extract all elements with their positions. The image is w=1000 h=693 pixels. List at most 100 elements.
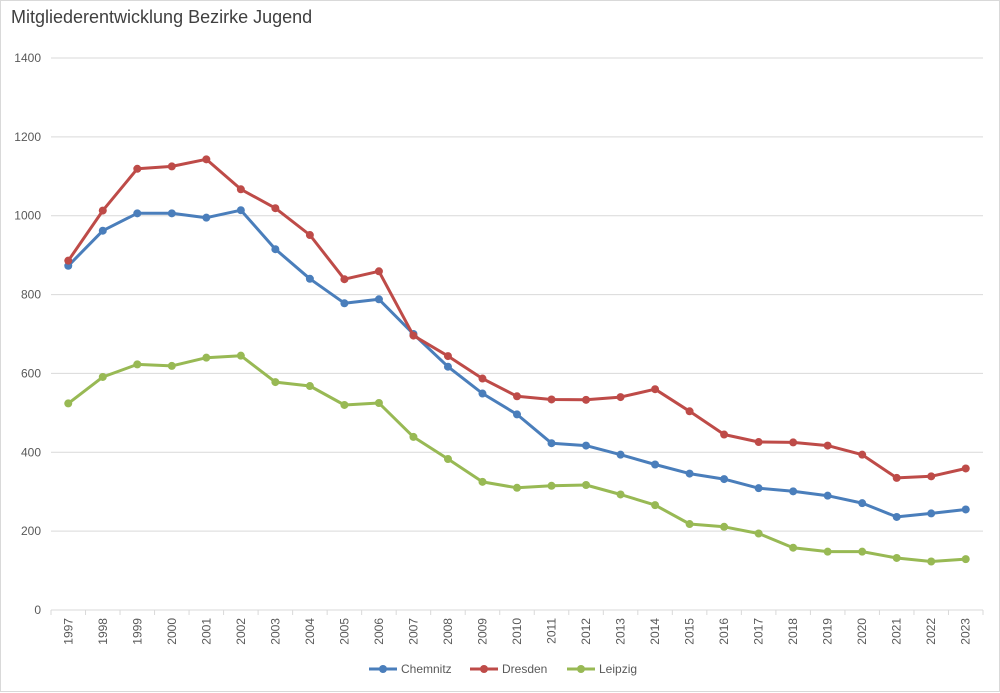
x-tick-label: 2015 bbox=[683, 618, 697, 645]
data-point bbox=[685, 520, 694, 529]
data-point bbox=[374, 267, 383, 276]
data-point bbox=[271, 204, 280, 213]
legend-item-leipzig: Leipzig bbox=[567, 662, 637, 676]
data-point bbox=[720, 430, 729, 439]
data-point bbox=[374, 399, 383, 407]
data-point bbox=[443, 454, 452, 463]
data-point bbox=[582, 395, 591, 404]
data-point bbox=[789, 487, 798, 496]
x-tick-label: 2007 bbox=[406, 618, 420, 645]
x-tick-label: 2003 bbox=[268, 618, 282, 645]
data-point bbox=[616, 393, 625, 402]
data-point bbox=[823, 441, 832, 450]
data-point bbox=[547, 395, 556, 404]
data-point bbox=[271, 378, 280, 387]
series-dresden bbox=[64, 155, 970, 482]
data-point bbox=[443, 362, 452, 371]
series-line bbox=[67, 157, 967, 480]
series-line bbox=[67, 354, 966, 563]
x-tick-label: 2002 bbox=[234, 618, 248, 645]
data-point bbox=[478, 374, 487, 383]
data-point bbox=[547, 439, 556, 448]
data-point bbox=[443, 352, 452, 361]
x-tick-label: 2022 bbox=[924, 618, 938, 645]
data-point bbox=[236, 185, 245, 194]
data-point bbox=[478, 477, 487, 486]
data-point bbox=[236, 206, 245, 215]
chart-title: Mitgliederentwicklung Bezirke Jugend bbox=[11, 7, 312, 27]
data-point bbox=[685, 407, 694, 416]
legend-item-dresden: Dresden bbox=[470, 662, 547, 676]
data-point bbox=[305, 231, 314, 240]
data-point bbox=[202, 213, 211, 222]
data-point bbox=[651, 460, 660, 469]
y-tick-label: 600 bbox=[21, 366, 41, 380]
data-point bbox=[720, 522, 729, 531]
data-point bbox=[720, 475, 729, 484]
data-point bbox=[789, 543, 798, 552]
x-tick-label: 2013 bbox=[614, 618, 628, 645]
data-point bbox=[478, 389, 487, 398]
data-point bbox=[236, 351, 245, 360]
data-point bbox=[616, 490, 625, 499]
x-tick-label: 2000 bbox=[165, 618, 179, 645]
x-tick-label: 2008 bbox=[441, 618, 455, 645]
data-point bbox=[98, 226, 107, 235]
legend-label: Chemnitz bbox=[401, 662, 452, 676]
data-point bbox=[685, 469, 694, 478]
data-point bbox=[340, 275, 349, 284]
data-point bbox=[202, 155, 211, 164]
y-tick-label: 1400 bbox=[14, 51, 41, 65]
y-tick-label: 200 bbox=[21, 524, 41, 538]
x-tick-label: 2009 bbox=[475, 618, 489, 645]
x-tick-label: 2019 bbox=[821, 618, 835, 645]
x-tick-label: 2011 bbox=[545, 618, 559, 644]
data-point bbox=[340, 299, 349, 308]
data-point bbox=[167, 209, 176, 218]
legend-swatch-marker bbox=[577, 665, 585, 673]
data-point bbox=[582, 481, 591, 490]
x-tick-label: 2001 bbox=[199, 618, 213, 645]
data-point bbox=[271, 245, 280, 254]
y-tick-label: 0 bbox=[34, 603, 41, 617]
data-point bbox=[374, 295, 383, 304]
data-point bbox=[133, 164, 142, 173]
x-tick-label: 2012 bbox=[579, 618, 593, 645]
data-point bbox=[754, 484, 763, 493]
y-tick-label: 800 bbox=[21, 288, 41, 302]
x-tick-label: 2020 bbox=[855, 618, 869, 645]
data-point bbox=[340, 400, 349, 409]
x-tick-label: 1998 bbox=[96, 618, 110, 645]
legend-swatch-marker bbox=[480, 665, 488, 673]
data-point bbox=[858, 450, 867, 459]
data-point bbox=[961, 555, 970, 564]
x-tick-label: 2010 bbox=[510, 618, 524, 645]
data-point bbox=[582, 441, 591, 450]
y-tick-label: 1000 bbox=[14, 209, 41, 223]
x-tick-label: 2017 bbox=[752, 618, 766, 645]
x-tick-label: 2005 bbox=[337, 618, 351, 645]
x-tick-label: 2006 bbox=[372, 618, 386, 645]
data-point bbox=[133, 209, 142, 218]
grid-lines bbox=[51, 57, 983, 611]
x-tick-label: 2023 bbox=[959, 618, 973, 645]
data-point bbox=[616, 450, 625, 459]
data-point bbox=[858, 499, 867, 508]
data-point bbox=[892, 473, 901, 482]
data-point bbox=[651, 385, 660, 394]
data-point bbox=[305, 382, 314, 391]
data-point bbox=[858, 547, 867, 556]
data-point bbox=[754, 529, 763, 538]
legend-swatch-marker bbox=[379, 665, 387, 673]
data-point bbox=[789, 438, 798, 447]
data-point bbox=[927, 472, 936, 481]
x-tick-label: 2018 bbox=[786, 618, 800, 645]
series-line bbox=[67, 208, 966, 519]
data-point bbox=[305, 274, 314, 283]
x-tick-label: 1997 bbox=[61, 618, 75, 645]
data-point bbox=[133, 360, 142, 369]
data-point bbox=[823, 547, 832, 556]
legend: Chemnitz Dresden Leipzig bbox=[369, 662, 637, 676]
